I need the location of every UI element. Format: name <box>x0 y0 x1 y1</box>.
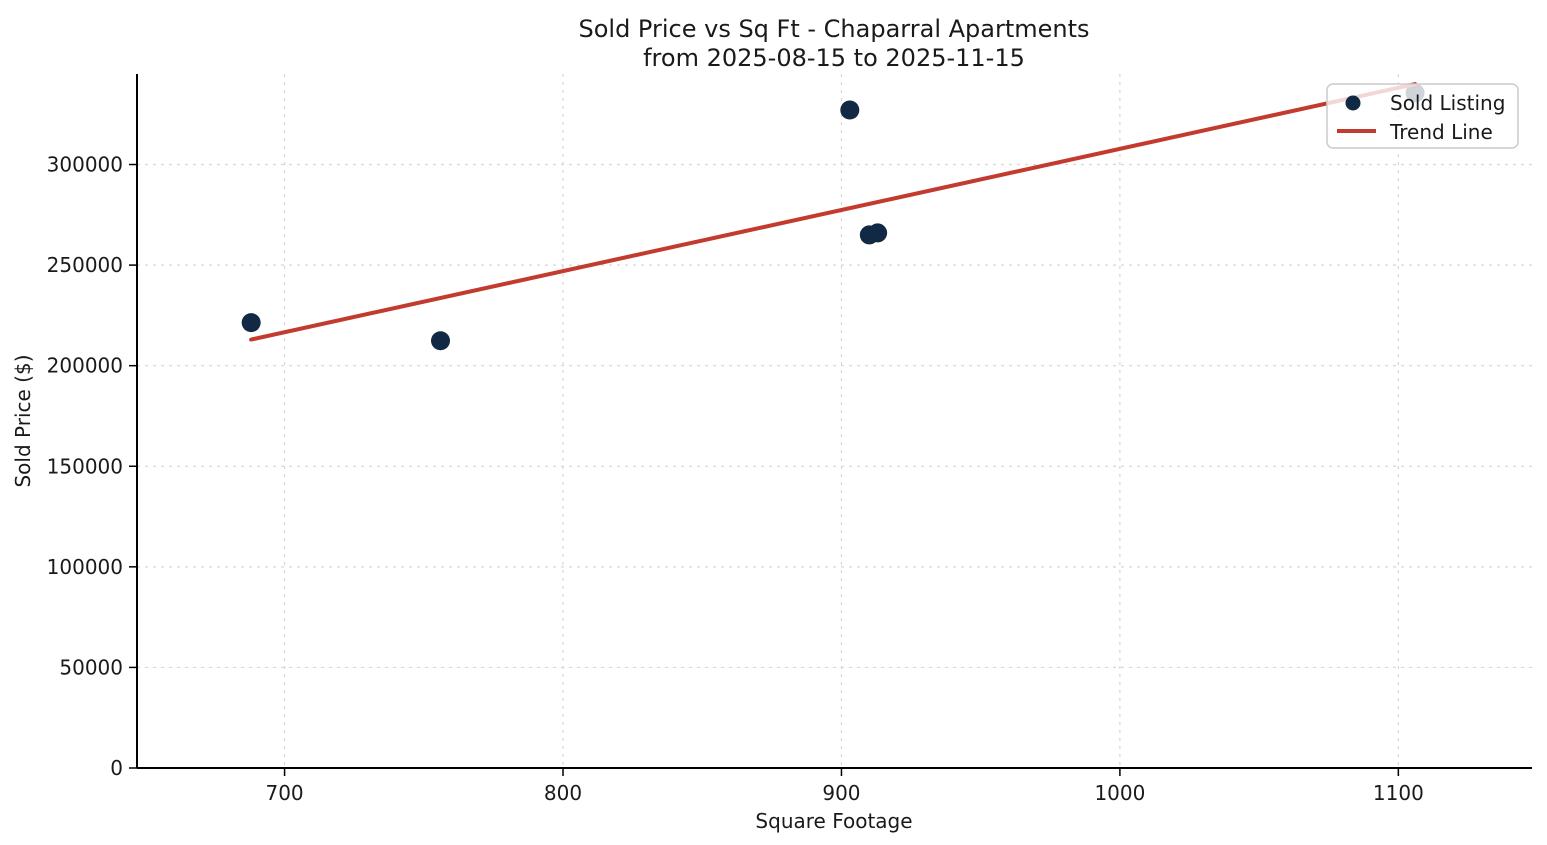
legend-dot-icon <box>1345 95 1361 111</box>
x-tick-label: 1100 <box>1373 781 1424 805</box>
x-tick-label: 1000 <box>1094 781 1145 805</box>
x-tick-label: 800 <box>544 781 582 805</box>
y-tick-label: 100000 <box>47 555 123 579</box>
x-tick-label: 700 <box>265 781 303 805</box>
legend-item-sold-listing: Sold Listing <box>1390 91 1505 115</box>
scatter-point <box>840 100 860 120</box>
y-tick-label: 300000 <box>47 153 123 177</box>
y-tick-label: 200000 <box>47 354 123 378</box>
legend-item-trend-line: Trend Line <box>1389 120 1493 144</box>
legend: Sold Listing Trend Line <box>1326 83 1519 149</box>
y-tick-label: 250000 <box>47 253 123 277</box>
axis-spines <box>136 74 1532 769</box>
x-tick-label: 900 <box>822 781 860 805</box>
y-tick-label: 150000 <box>47 454 123 478</box>
y-axis-label: Sold Price ($) <box>11 354 35 487</box>
scatter-point <box>868 223 888 243</box>
axis-ticks: 700 800 900 1000 1100 0 50000 100000 150000 20000… <box>47 153 1424 805</box>
y-tick-label: 50000 <box>59 655 123 679</box>
data-layer <box>241 82 1425 351</box>
grid-layer <box>137 74 1532 769</box>
y-tick-label: 0 <box>110 756 123 780</box>
chart-title-line2: from 2025-08-15 to 2025-11-15 <box>643 44 1025 72</box>
chart-title-line1: Sold Price vs Sq Ft - Chaparral Apartmen… <box>578 15 1089 43</box>
trend-line <box>249 82 1418 342</box>
scatter-point <box>431 331 451 351</box>
x-axis-label: Square Footage <box>755 809 912 833</box>
scatter-point <box>241 313 261 333</box>
